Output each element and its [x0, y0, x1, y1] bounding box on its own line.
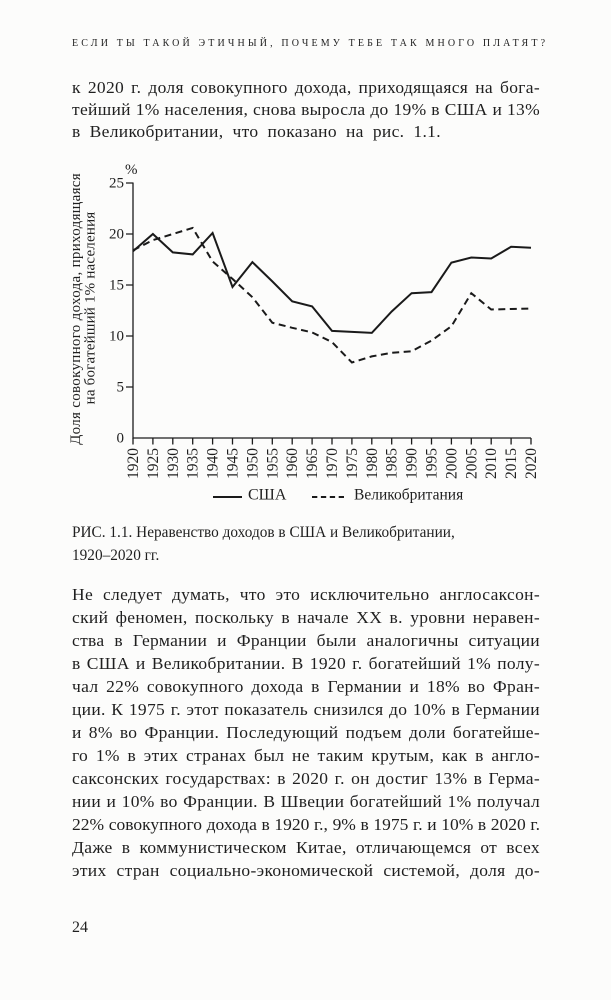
- svg-text:1975: 1975: [344, 448, 361, 479]
- svg-text:Доля совокупного дохода, прихо: Доля совокупного дохода, приходящаяся: [68, 173, 84, 445]
- svg-text:20: 20: [109, 227, 124, 243]
- svg-text:2000: 2000: [443, 448, 460, 479]
- svg-text:2020: 2020: [523, 448, 540, 479]
- svg-text:1970: 1970: [324, 448, 341, 479]
- svg-text:%: %: [125, 162, 138, 178]
- svg-text:1940: 1940: [205, 448, 222, 479]
- svg-text:1950: 1950: [244, 448, 261, 479]
- svg-text:2005: 2005: [463, 448, 480, 479]
- svg-text:1990: 1990: [404, 448, 421, 479]
- svg-text:2015: 2015: [503, 448, 520, 479]
- svg-text:на богатейший 1% населения: на богатейший 1% населения: [83, 212, 99, 405]
- svg-text:1945: 1945: [225, 448, 242, 479]
- svg-text:0: 0: [117, 431, 125, 447]
- svg-text:Великобритания: Великобритания: [354, 487, 463, 504]
- svg-text:1920: 1920: [125, 448, 142, 479]
- svg-text:1930: 1930: [165, 448, 182, 479]
- svg-text:1965: 1965: [304, 448, 321, 479]
- svg-text:1955: 1955: [264, 448, 281, 479]
- svg-text:1980: 1980: [364, 448, 381, 479]
- svg-text:1985: 1985: [384, 448, 401, 479]
- svg-text:5: 5: [117, 380, 125, 396]
- svg-text:10: 10: [109, 329, 124, 345]
- svg-text:25: 25: [109, 176, 124, 192]
- svg-text:США: США: [248, 487, 287, 504]
- svg-text:1935: 1935: [185, 448, 202, 479]
- svg-text:1995: 1995: [424, 448, 441, 479]
- svg-text:2010: 2010: [483, 448, 500, 479]
- svg-text:15: 15: [109, 278, 124, 294]
- svg-text:1925: 1925: [145, 448, 162, 479]
- svg-text:1960: 1960: [284, 448, 301, 479]
